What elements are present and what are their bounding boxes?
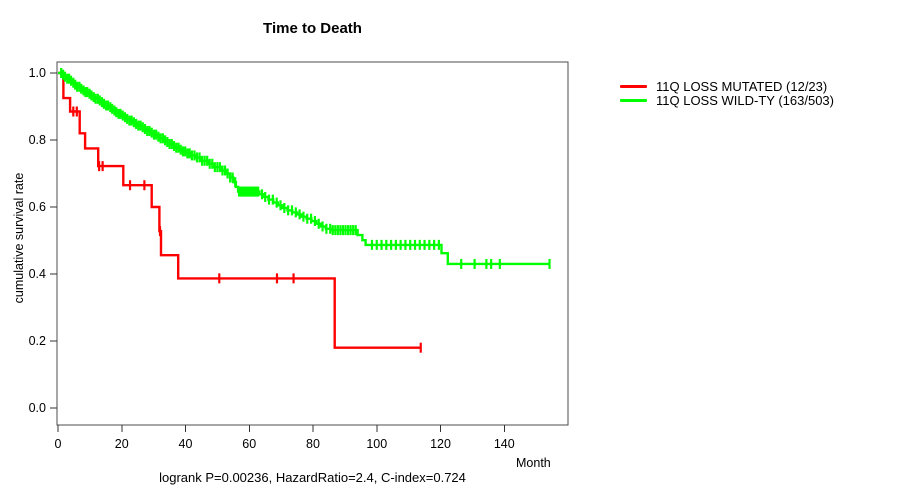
x-tick-label: 60 [242, 437, 256, 451]
x-tick-label: 40 [179, 437, 193, 451]
x-tick-label: 100 [366, 437, 387, 451]
legend-label-mutated: 11Q LOSS MUTATED (12/23) [656, 78, 828, 94]
x-tick-label: 20 [115, 437, 129, 451]
y-tick-label: 0.8 [29, 133, 46, 147]
x-axis-label: Month [516, 456, 551, 470]
legend: 11Q LOSS MUTATED (12/23) 11Q LOSS WILD-T… [620, 78, 834, 108]
legend-item-mutated: 11Q LOSS MUTATED (12/23) [620, 78, 834, 94]
x-tick-label: 0 [55, 437, 62, 451]
legend-line-green-icon [620, 98, 647, 102]
y-tick-label: 1.0 [29, 66, 46, 80]
y-tick-label: 0.2 [29, 334, 46, 348]
chart-title: Time to Death [263, 20, 362, 37]
y-tick-label: 0.0 [29, 401, 46, 415]
survival-curve-mutated [58, 71, 421, 349]
survival-curve-wild-type [58, 71, 550, 266]
plot-box [56, 61, 569, 426]
y-tick-label: 0.4 [29, 267, 46, 281]
legend-line-red-icon [620, 84, 647, 88]
legend-item-wild-type: 11Q LOSS WILD-TY (163/503) [620, 92, 834, 108]
stats-footer: logrank P=0.00236, HazardRatio=2.4, C-in… [159, 470, 466, 485]
x-tick-label: 140 [494, 437, 515, 451]
x-tick-label: 120 [430, 437, 451, 451]
x-tick-label: 80 [306, 437, 320, 451]
legend-label-wild-type: 11Q LOSS WILD-TY (163/503) [656, 92, 834, 108]
y-tick-label: 0.6 [29, 200, 46, 214]
